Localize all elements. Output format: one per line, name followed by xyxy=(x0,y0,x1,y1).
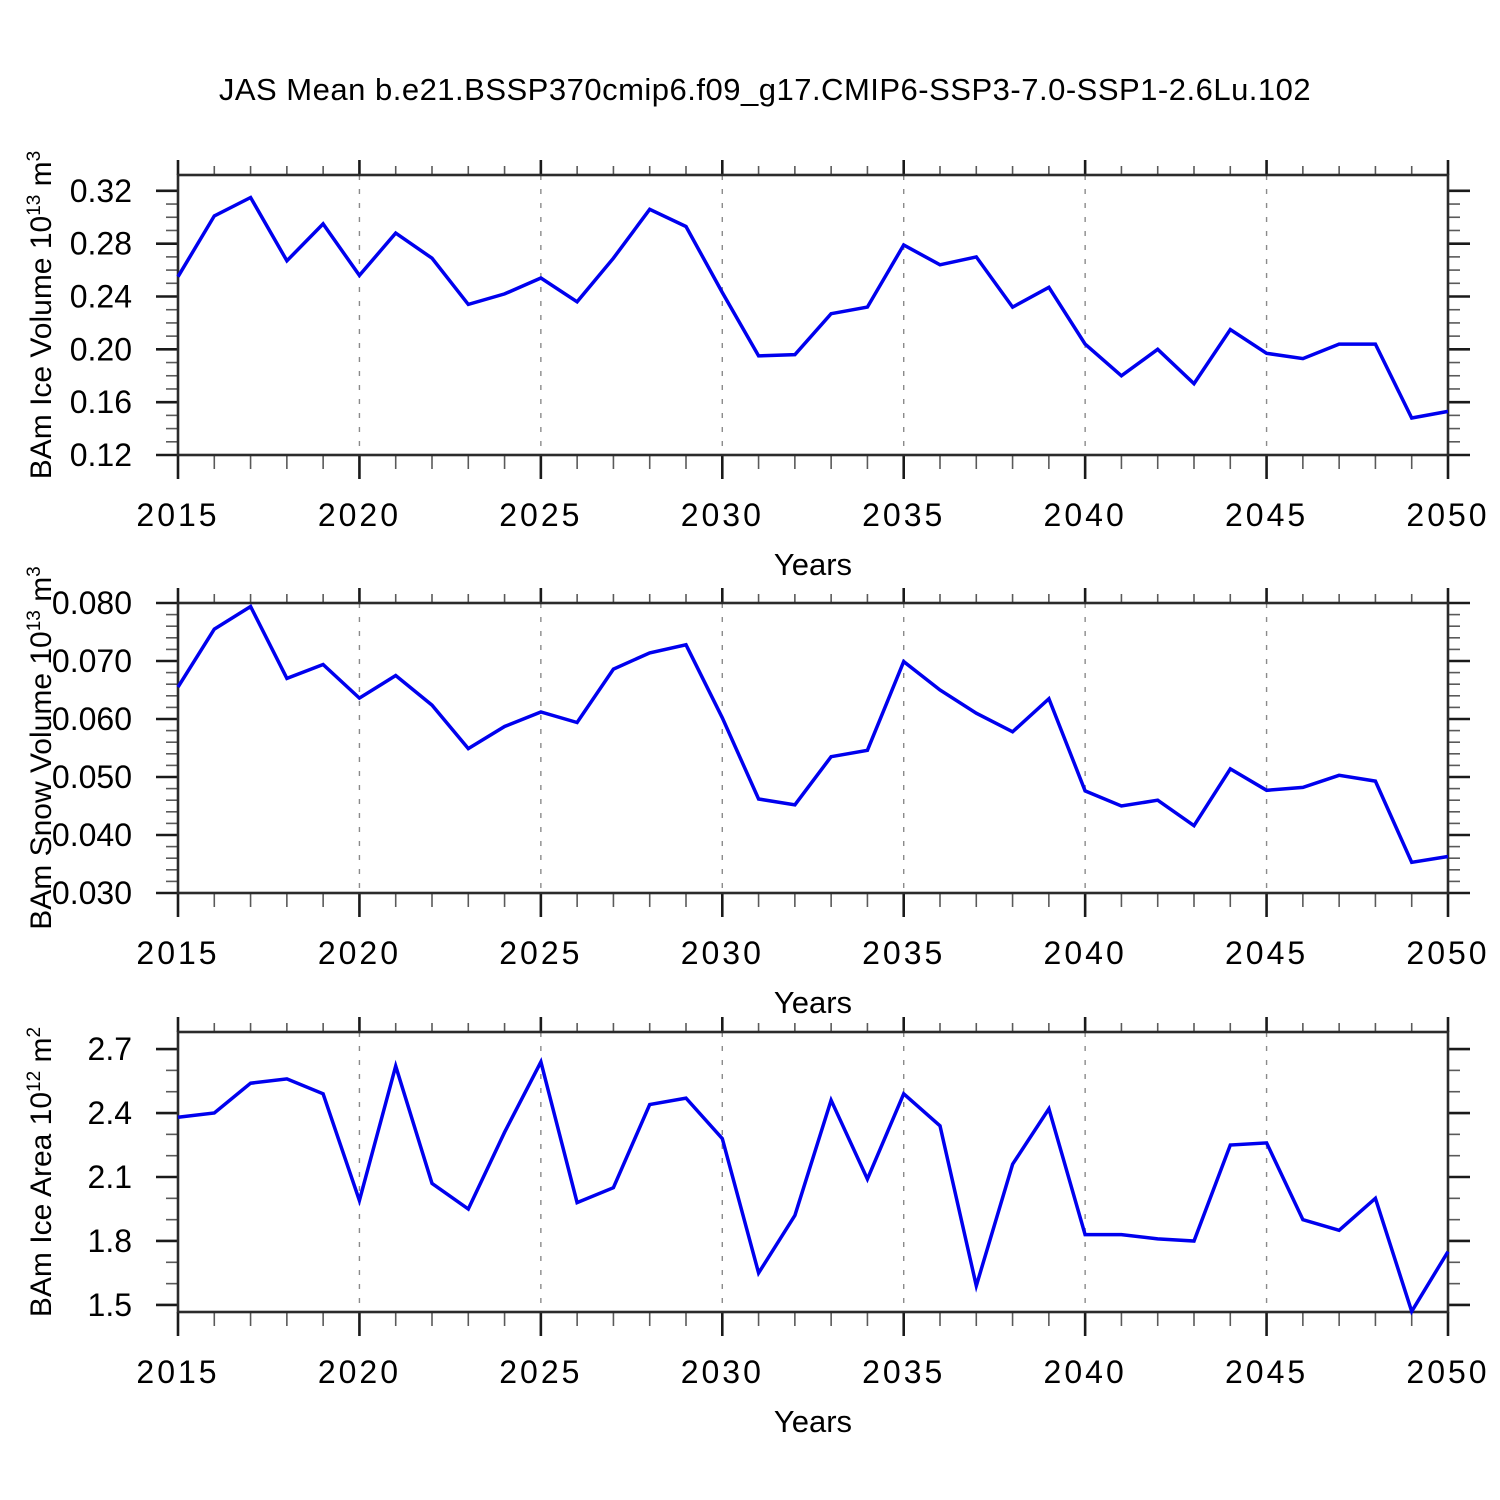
svg-text:2045: 2045 xyxy=(1225,935,1308,971)
svg-text:0.28: 0.28 xyxy=(70,226,132,262)
svg-text:0.050: 0.050 xyxy=(52,759,132,795)
svg-text:2015: 2015 xyxy=(136,935,219,971)
y-title-superscript: 13 xyxy=(24,194,45,216)
y-title-text: BAm Ice Volume 10 xyxy=(25,215,58,480)
svg-text:0.16: 0.16 xyxy=(70,384,132,420)
svg-text:2015: 2015 xyxy=(136,1354,219,1390)
svg-text:0.070: 0.070 xyxy=(52,643,132,679)
y-title-superscript: 12 xyxy=(24,1070,45,1092)
y-title-text: BAm Ice Area 10 xyxy=(25,1091,58,1318)
panel-ice_volume: 0.12 0.16 0.20 0.24 0.28 0.32 2015 2020 2025 2030… xyxy=(70,160,1489,533)
svg-text:2040: 2040 xyxy=(1044,497,1127,533)
svg-text:2030: 2030 xyxy=(681,497,764,533)
svg-text:0.32: 0.32 xyxy=(70,173,132,209)
svg-text:2.4: 2.4 xyxy=(88,1095,132,1131)
y-title-superscript: 3 xyxy=(24,566,45,577)
y-title-superscript: 3 xyxy=(24,150,45,162)
svg-text:2040: 2040 xyxy=(1044,935,1127,971)
svg-text:2035: 2035 xyxy=(862,1354,945,1390)
x-axis-title-panel-1: Years xyxy=(773,547,853,582)
svg-text:0.040: 0.040 xyxy=(52,817,132,853)
svg-text:1.8: 1.8 xyxy=(88,1223,132,1259)
y-axis-title-ice-area: BAm Ice Area 1012 m2 xyxy=(22,912,62,1432)
svg-text:0.030: 0.030 xyxy=(52,875,132,911)
svg-text:0.20: 0.20 xyxy=(70,331,132,367)
y-title-text: m xyxy=(25,161,58,195)
series-line-snow_volume xyxy=(176,604,1449,865)
svg-text:2035: 2035 xyxy=(862,497,945,533)
svg-text:2.1: 2.1 xyxy=(88,1159,132,1195)
svg-text:2020: 2020 xyxy=(318,935,401,971)
series-line-ice_volume xyxy=(176,195,1449,420)
svg-text:0.24: 0.24 xyxy=(70,279,132,315)
panel-ice_area: 1.5 1.8 2.1 2.4 2.7 2015 2020 2025 2030 2035 2040 2… xyxy=(88,1017,1489,1390)
svg-text:2035: 2035 xyxy=(862,935,945,971)
svg-text:0.12: 0.12 xyxy=(70,437,132,473)
svg-text:2025: 2025 xyxy=(499,935,582,971)
y-title-text: m xyxy=(25,576,58,611)
svg-text:2020: 2020 xyxy=(318,1354,401,1390)
chart-title: JAS Mean b.e21.BSSP370cmip6.f09_g17.CMIP… xyxy=(218,72,1312,107)
svg-text:0.080: 0.080 xyxy=(52,585,132,621)
svg-text:2025: 2025 xyxy=(499,1354,582,1390)
y-title-text: BAm Snow Volume 10 xyxy=(25,631,58,930)
svg-text:2050: 2050 xyxy=(1406,497,1489,533)
svg-text:0.060: 0.060 xyxy=(52,701,132,737)
svg-text:1.5: 1.5 xyxy=(88,1287,132,1323)
panel-snow_volume: 0.030 0.040 0.050 0.060 0.070 0.080 2015 2020 20… xyxy=(52,585,1489,971)
y-title-text: m xyxy=(25,1037,58,1071)
svg-text:2020: 2020 xyxy=(318,497,401,533)
svg-text:2040: 2040 xyxy=(1044,1354,1127,1390)
svg-text:2030: 2030 xyxy=(681,1354,764,1390)
y-title-superscript: 2 xyxy=(24,1026,45,1038)
svg-text:2045: 2045 xyxy=(1225,1354,1308,1390)
x-axis-title-panel-2: Years xyxy=(773,985,853,1020)
svg-text:2050: 2050 xyxy=(1406,935,1489,971)
svg-text:2025: 2025 xyxy=(499,497,582,533)
series-line-ice_area xyxy=(177,1057,1450,1316)
svg-text:2030: 2030 xyxy=(681,935,764,971)
svg-text:2045: 2045 xyxy=(1225,497,1308,533)
svg-text:2015: 2015 xyxy=(136,497,219,533)
x-axis-title-panel-3: Years xyxy=(773,1404,853,1439)
svg-text:2.7: 2.7 xyxy=(88,1031,132,1067)
svg-text:2050: 2050 xyxy=(1406,1354,1489,1390)
y-title-superscript: 13 xyxy=(24,610,45,632)
